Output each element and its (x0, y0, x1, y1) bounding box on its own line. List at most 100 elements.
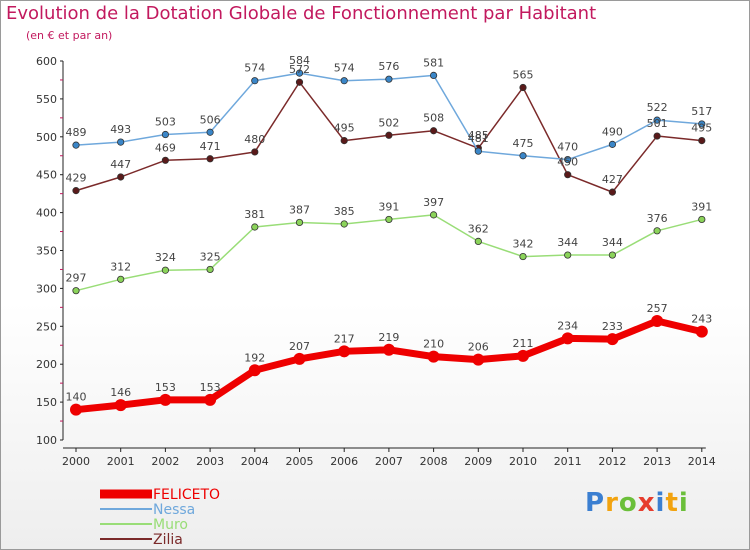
x-tick-label: 2001 (107, 455, 135, 468)
data-label: 450 (557, 156, 578, 169)
data-point (608, 251, 617, 259)
data-point (338, 345, 351, 358)
data-point (564, 155, 572, 164)
data-label: 297 (66, 272, 87, 285)
data-point (698, 215, 706, 224)
data-label: 376 (647, 212, 668, 225)
data-label: 146 (110, 386, 131, 399)
data-point (117, 275, 125, 283)
y-tick-label: 350 (36, 245, 57, 258)
data-point (340, 220, 348, 228)
x-tick-label: 2010 (509, 455, 537, 468)
data-point (429, 211, 438, 219)
data-label: 508 (423, 112, 444, 125)
data-point (519, 83, 527, 92)
data-point (295, 69, 304, 77)
data-point (608, 140, 617, 148)
x-tick-label: 2013 (643, 455, 671, 468)
data-label: 502 (378, 116, 399, 129)
data-point (161, 130, 169, 139)
data-label: 447 (110, 158, 131, 171)
data-point (72, 141, 80, 149)
data-point (653, 227, 661, 235)
data-point (608, 188, 617, 196)
data-label: 397 (423, 196, 444, 209)
x-tick-label: 2000 (62, 455, 90, 468)
x-tick-label: 2002 (151, 455, 179, 468)
data-point (340, 136, 348, 145)
data-point (474, 147, 482, 155)
data-point (72, 187, 80, 195)
data-point (695, 325, 708, 338)
data-point (519, 252, 527, 261)
chart-title: Evolution de la Dotation Globale de Fonc… (6, 3, 597, 24)
data-point (385, 131, 393, 139)
x-tick-label: 2011 (554, 455, 582, 468)
y-tick-label: 100 (36, 434, 57, 447)
data-point (519, 152, 527, 160)
data-label: 391 (378, 200, 399, 213)
data-label: 206 (468, 341, 489, 354)
data-label: 574 (244, 62, 265, 75)
axes: 100 150 200 250 300 350 400 450 500 550 600 2000 200… (36, 55, 716, 468)
data-label: 506 (200, 113, 221, 126)
data-point (653, 116, 661, 124)
data-point (517, 349, 529, 362)
x-tick-label: 2014 (688, 455, 716, 468)
data-label: 344 (602, 236, 623, 249)
data-label: 153 (200, 381, 221, 394)
data-point (385, 215, 393, 224)
data-label: 493 (110, 123, 131, 136)
data-label: 429 (66, 172, 87, 185)
data-label: 312 (110, 260, 131, 273)
data-label: 495 (334, 122, 355, 135)
y-tick-label: 500 (36, 131, 57, 144)
data-label: 385 (334, 205, 355, 218)
data-label: 234 (557, 319, 578, 332)
data-point (161, 156, 169, 164)
data-label: 471 (200, 140, 221, 153)
data-point (295, 78, 304, 86)
data-point (248, 364, 261, 377)
data-point (653, 132, 661, 140)
data-point (206, 265, 214, 274)
data-label: 243 (691, 313, 712, 326)
data-label: 324 (155, 251, 176, 264)
data-label: 480 (244, 133, 265, 146)
data-point (385, 75, 393, 83)
data-point (382, 343, 395, 356)
data-label: 481 (468, 132, 489, 145)
data-point (429, 71, 438, 80)
data-point (251, 223, 259, 231)
data-point (698, 136, 706, 145)
data-label: 501 (647, 117, 668, 130)
data-label: 387 (289, 203, 310, 216)
x-tick-label: 2008 (420, 455, 448, 468)
data-point (293, 352, 306, 365)
x-tick-label: 2009 (464, 455, 492, 468)
data-point (159, 393, 172, 406)
data-label: 584 (289, 54, 310, 67)
legend-label: FELICETO (153, 487, 220, 503)
data-label: 574 (334, 62, 355, 75)
data-label: 211 (513, 337, 534, 350)
x-tick-label: 2012 (598, 455, 626, 468)
legend-label: Muro (153, 517, 188, 533)
data-point (70, 403, 82, 416)
y-tick-label: 300 (36, 282, 57, 295)
data-point (114, 399, 127, 412)
data-label: 427 (602, 173, 623, 186)
data-label: 490 (602, 125, 623, 138)
data-point (472, 353, 485, 366)
data-point (295, 218, 304, 227)
data-label: 565 (513, 69, 534, 82)
data-label: 572 (289, 63, 310, 76)
data-point (564, 251, 572, 259)
data-point (606, 333, 619, 346)
data-label: 489 (66, 126, 87, 139)
data-label: 391 (691, 200, 712, 213)
data-label: 153 (155, 381, 176, 394)
data-label: 217 (334, 332, 355, 345)
